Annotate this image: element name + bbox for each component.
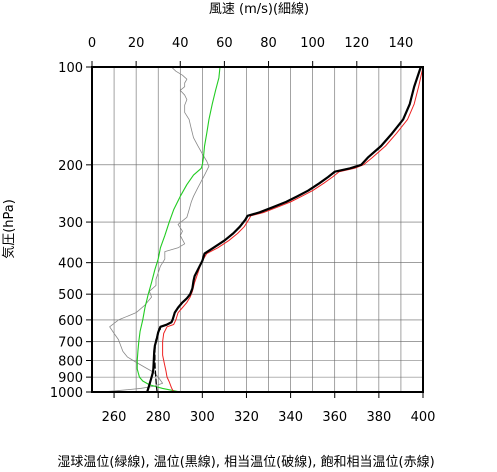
bottom-tick-label: 360 — [322, 410, 347, 425]
bottom-tick-label: 260 — [102, 410, 127, 425]
plot-frame — [91, 66, 424, 393]
y-tick-label: 900 — [58, 371, 83, 386]
grid — [91, 66, 424, 393]
top-tick-label: 60 — [216, 36, 233, 51]
series-layer — [100, 67, 423, 392]
series-line-wind — [100, 67, 210, 392]
top-tick-label: 100 — [300, 36, 325, 51]
top-tick-label: 120 — [344, 36, 369, 51]
y-axis-label: 気圧(hPa) — [1, 199, 17, 259]
bottom-tick-label: 300 — [190, 410, 215, 425]
y-tick-label: 200 — [58, 159, 83, 174]
y-tick-label: 600 — [58, 314, 83, 329]
bottom-tick-label: 400 — [411, 410, 436, 425]
bottom-axis-ticks: 260 280 300 320 340 360 380 400 — [102, 392, 436, 425]
y-tick-label: 500 — [58, 288, 83, 303]
top-tick-label: 20 — [128, 36, 145, 51]
y-tick-label: 800 — [58, 355, 83, 370]
y-tick-label: 1000 — [50, 386, 83, 401]
y-tick-label: 700 — [58, 336, 83, 351]
series-line-saturated-equivalent-potential-temperature — [162, 67, 423, 392]
top-tick-label: 0 — [88, 36, 96, 51]
top-tick-label: 40 — [172, 36, 189, 51]
top-tick-label: 140 — [389, 36, 414, 51]
y-tick-label: 100 — [58, 61, 83, 76]
bottom-tick-label: 320 — [234, 410, 259, 425]
bottom-tick-label: 340 — [278, 410, 303, 425]
top-tick-label: 80 — [260, 36, 277, 51]
top-axis-ticks: 0 20 40 60 80 100 120 140 — [88, 36, 413, 67]
series-line-wet-bulb-potential-temperature — [136, 67, 221, 392]
y-tick-label: 400 — [58, 257, 83, 272]
y-tick-label: 300 — [58, 216, 83, 231]
series-line-equivalent-potential-temperature — [154, 328, 162, 392]
bottom-tick-label: 380 — [366, 410, 391, 425]
bottom-axis-label: 湿球温位(緑線), 温位(黒線), 相当温位(破線), 飽和相当温位(赤線) — [57, 454, 434, 470]
series-line-potential-temperature — [146, 67, 422, 392]
bottom-tick-label: 280 — [146, 410, 171, 425]
top-axis-label: 風速 (m/s)(細線) — [209, 1, 309, 17]
